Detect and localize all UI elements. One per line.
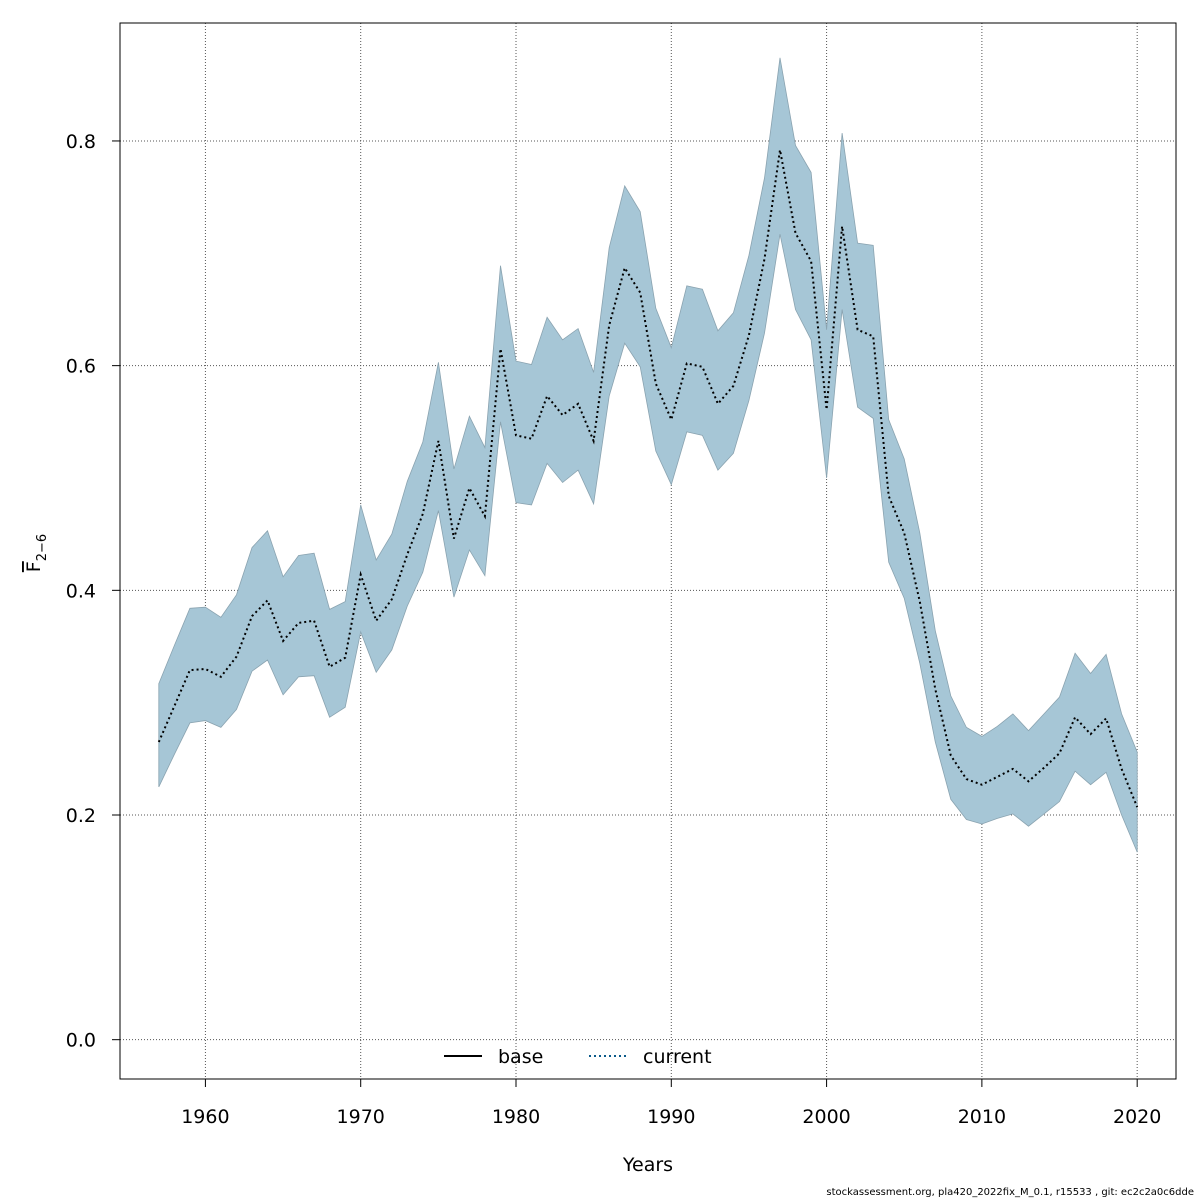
- y-tick-label: 0.0: [66, 1030, 96, 1052]
- y-axis: 0.0 0.2 0.4 0.6 0.8: [66, 131, 120, 1052]
- y-axis-title-sub: 2−6: [35, 534, 50, 561]
- x-tick-label: 1970: [337, 1106, 385, 1128]
- x-axis: 1960 1970 1980 1990 2000 2010 2020: [181, 1079, 1161, 1128]
- y-tick-label: 0.8: [66, 131, 96, 153]
- y-tick-label: 0.6: [66, 356, 96, 378]
- x-tick-label: 2020: [1113, 1106, 1161, 1128]
- x-tick-label: 1990: [647, 1106, 695, 1128]
- x-tick-label: 1960: [181, 1106, 229, 1128]
- grid-lines: [120, 23, 1176, 1079]
- legend-label-current: current: [643, 1046, 712, 1068]
- y-axis-title-main: F: [23, 561, 45, 572]
- x-axis-title: Years: [622, 1154, 673, 1176]
- series-line-current: [157, 149, 1139, 808]
- x-tick-label: 1980: [492, 1106, 540, 1128]
- legend: base current: [444, 1046, 712, 1068]
- confidence-band: [158, 57, 1138, 853]
- plot-frame: [119, 22, 1177, 1080]
- y-tick-label: 0.2: [66, 805, 96, 827]
- footer-credit: stockassessment.org, pla420_2022fix_M_0.…: [826, 1187, 1194, 1198]
- x-tick-label: 2010: [958, 1106, 1006, 1128]
- legend-label-base: base: [498, 1046, 543, 1068]
- svg-text:F2−6: F2−6: [23, 534, 50, 572]
- y-tick-label: 0.4: [66, 580, 96, 602]
- x-tick-label: 2000: [802, 1106, 850, 1128]
- y-axis-title: F2−6: [23, 534, 50, 572]
